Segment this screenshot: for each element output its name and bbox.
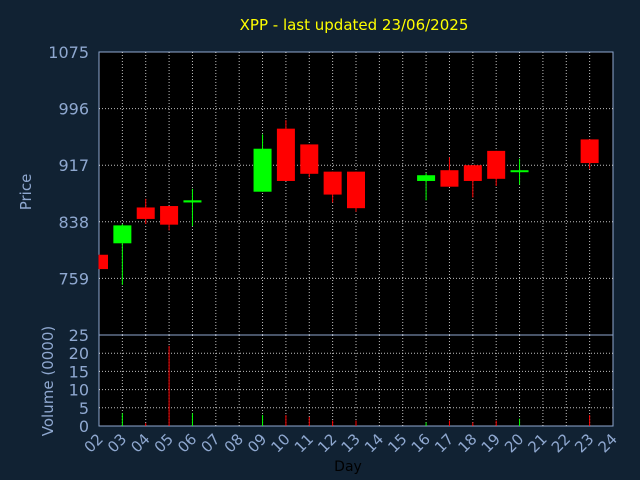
candle-body [463, 165, 482, 181]
x-tick-label: 21 [525, 430, 551, 456]
candle-body [136, 207, 155, 219]
price-tick-label: 838 [58, 213, 89, 232]
x-tick-label: 17 [431, 430, 457, 456]
x-tick-label: 20 [501, 430, 527, 456]
x-tick-label: 03 [104, 430, 130, 456]
candle-body [347, 171, 365, 209]
volume-tick-label: 20 [69, 344, 89, 363]
x-ticks: 0203040506070809101112131415161718192021… [81, 430, 621, 456]
x-tick-label: 09 [244, 430, 270, 456]
price-tick-label: 759 [58, 269, 89, 288]
volume-tick-label: 10 [69, 381, 89, 400]
x-tick-label: 15 [384, 430, 410, 456]
volume-grid [99, 335, 613, 426]
volume-tick-label: 25 [69, 326, 89, 345]
chart-title: XPP - last updated 23/06/2025 [240, 16, 469, 34]
x-tick-label: 18 [454, 430, 480, 456]
candle-body [487, 150, 506, 179]
x-tick-label: 07 [197, 430, 223, 456]
x-tick-label: 16 [408, 430, 434, 456]
volume-tick-label: 15 [69, 362, 89, 381]
price-panel: 759 838 917 996 1075 Price [17, 43, 614, 336]
x-tick-label: 24 [595, 430, 621, 456]
candle-body [417, 175, 436, 181]
price-tick-label: 996 [58, 100, 89, 119]
x-tick-label: 13 [338, 430, 364, 456]
x-tick-label: 10 [268, 430, 294, 456]
x-axis-label: Day [334, 459, 362, 475]
candle-body [440, 170, 459, 187]
price-tick-label: 1075 [48, 43, 89, 62]
x-tick-label: 11 [291, 430, 317, 456]
x-tick-label: 05 [151, 430, 177, 456]
candle-body [510, 170, 529, 173]
volume-bars [121, 345, 591, 426]
price-tick-label: 917 [58, 156, 89, 175]
x-tick-label: 08 [221, 430, 247, 456]
x-tick-label: 22 [548, 430, 574, 456]
candle-body [300, 144, 319, 174]
candle-body [580, 139, 599, 164]
price-y-ticks: 759 838 917 996 1075 [48, 43, 89, 288]
x-tick-label: 12 [314, 430, 340, 456]
x-tick-label: 14 [361, 430, 387, 456]
x-tick-label: 06 [174, 430, 200, 456]
volume-tick-label: 5 [79, 399, 89, 418]
candle-body [113, 225, 132, 244]
candle-body [160, 206, 179, 225]
candle-body [276, 128, 295, 181]
x-tick-label: 04 [127, 430, 153, 456]
candles [98, 120, 599, 285]
price-axis-label: Price [17, 174, 35, 211]
candle-body [323, 171, 342, 195]
candle-body [183, 200, 202, 203]
volume-tick-label: 0 [79, 417, 89, 436]
candle-body [99, 254, 108, 270]
candle-body [253, 148, 272, 192]
x-tick-label: 19 [478, 430, 504, 456]
x-tick-label: 23 [571, 430, 597, 456]
volume-axis-label: Volume (0000) [39, 326, 57, 436]
